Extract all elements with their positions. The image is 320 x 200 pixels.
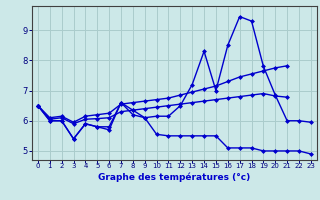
X-axis label: Graphe des températures (°c): Graphe des températures (°c) <box>98 172 251 182</box>
